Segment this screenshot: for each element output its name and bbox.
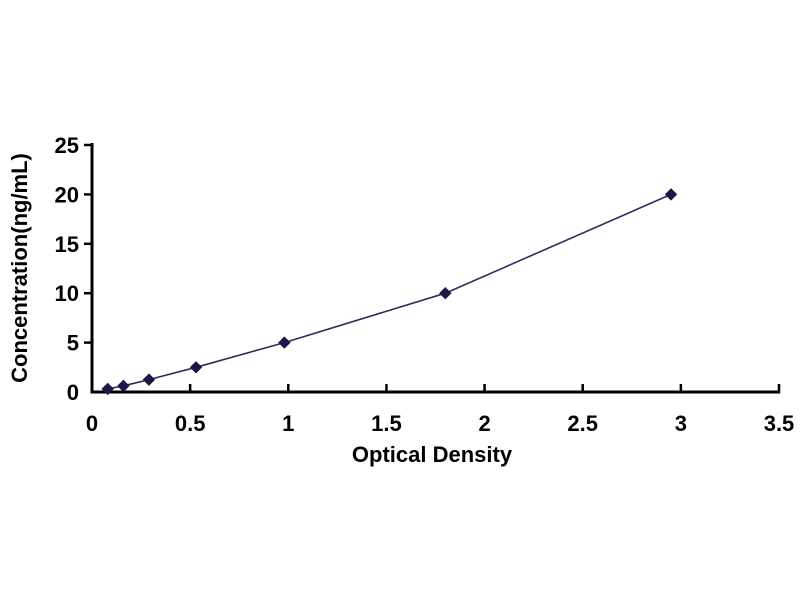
plot-area: 0 0.5 1 1.5 2 2.5 3 3.5 0 5 10 15 20 25 [55,133,795,436]
data-point-marker [278,336,291,349]
y-tick-label: 0 [67,380,79,405]
data-point-marker [117,379,130,393]
x-tick-label: 3.5 [764,411,795,436]
y-axis-title: Concentration(ng/mL) [7,153,32,383]
x-tick-label: 1 [282,411,294,436]
series-line [107,193,672,390]
y-tick-label: 20 [55,182,79,207]
x-tick-label: 2.5 [567,411,598,436]
x-axis-title: Optical Density [352,442,513,467]
data-point-marker [189,361,203,374]
y-tick-label: 10 [55,281,79,306]
x-tick-label: 1.5 [371,411,402,436]
y-tick-label: 15 [55,232,79,257]
data-point-marker [664,188,678,201]
data-point-marker [101,382,114,396]
x-tick-label: 0 [86,411,98,436]
y-tick-label: 25 [55,133,79,158]
data-point-marker [439,286,452,300]
y-tick-label: 5 [67,331,79,356]
x-tick-label: 3 [675,411,687,436]
x-tick-label: 0.5 [175,411,206,436]
x-tick-label: 2 [478,411,490,436]
data-point-marker [142,373,156,386]
